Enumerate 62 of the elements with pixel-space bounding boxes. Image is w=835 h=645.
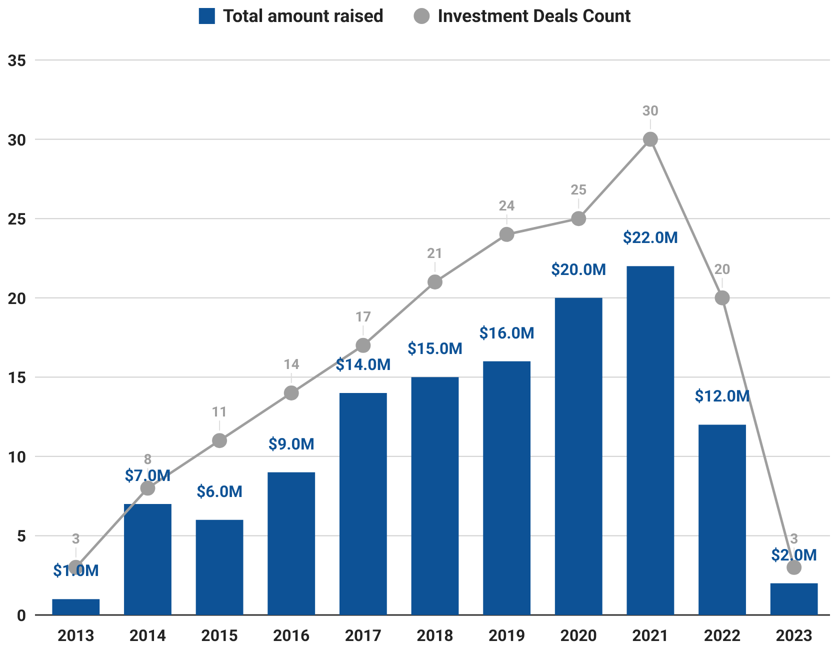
y-tick-label: 0	[16, 606, 26, 625]
bar	[483, 361, 531, 615]
bar	[626, 266, 674, 615]
x-tick-label: 2021	[632, 626, 669, 645]
data-label: 24	[498, 198, 515, 214]
x-tick-label: 2023	[776, 626, 812, 645]
y-tick-label: 20	[8, 288, 26, 308]
x-tick-label: 2022	[704, 626, 741, 645]
data-label: $15.0M	[407, 339, 463, 358]
bar	[196, 520, 244, 615]
x-tick-label: 2014	[129, 626, 166, 645]
y-tick-label: 35	[8, 51, 26, 70]
data-label: 3	[72, 531, 80, 548]
data-label: 8	[144, 452, 152, 468]
x-tick-label: 2017	[344, 626, 382, 645]
data-label: 14	[283, 357, 300, 373]
bar	[339, 393, 387, 615]
bar	[124, 504, 172, 615]
point	[212, 433, 228, 448]
x-tick-label: 2015	[201, 626, 238, 645]
data-label: $2.0M	[770, 545, 818, 564]
data-label: $14.0M	[335, 355, 391, 374]
point	[571, 211, 586, 226]
data-label: $20.0M	[550, 260, 606, 279]
bar	[52, 599, 100, 615]
y-tick-label: 30	[8, 130, 26, 150]
bar	[770, 583, 818, 615]
point	[642, 132, 658, 147]
data-label: $12.0M	[694, 386, 750, 406]
data-label: $7.0M	[124, 466, 171, 485]
data-label: 17	[355, 309, 372, 326]
x-tick-label: 2013	[58, 626, 94, 645]
data-label: 20	[714, 262, 730, 278]
data-label: $22.0M	[622, 228, 678, 248]
data-label: $6.0M	[196, 482, 243, 501]
y-tick-label: 5	[16, 526, 26, 546]
point	[284, 386, 299, 400]
point	[356, 338, 371, 353]
y-tick-label: 10	[8, 447, 26, 466]
x-tick-label: 2016	[273, 626, 310, 645]
point	[428, 274, 442, 290]
bar	[554, 298, 602, 615]
bar	[698, 424, 746, 615]
data-label: 21	[426, 246, 444, 262]
bar	[268, 472, 316, 615]
legend-label: Total amount raised	[222, 6, 384, 27]
data-label: 3	[790, 531, 798, 548]
y-tick-label: 15	[8, 368, 26, 388]
x-tick-label: 2019	[488, 626, 526, 645]
bar	[411, 377, 459, 615]
x-tick-label: 2018	[416, 626, 454, 645]
data-label: 11	[212, 404, 228, 421]
data-label: $16.0M	[479, 323, 535, 342]
point	[499, 226, 514, 242]
y-tick-label: 25	[8, 210, 26, 229]
point	[714, 290, 730, 306]
data-label: $9.0M	[268, 434, 314, 454]
data-label: 30	[642, 103, 658, 120]
data-label: 25	[570, 182, 587, 199]
data-label: $1.0M	[52, 561, 100, 580]
legend-label: Investment Deals Count	[438, 6, 631, 27]
x-tick-label: 2020	[560, 626, 597, 645]
